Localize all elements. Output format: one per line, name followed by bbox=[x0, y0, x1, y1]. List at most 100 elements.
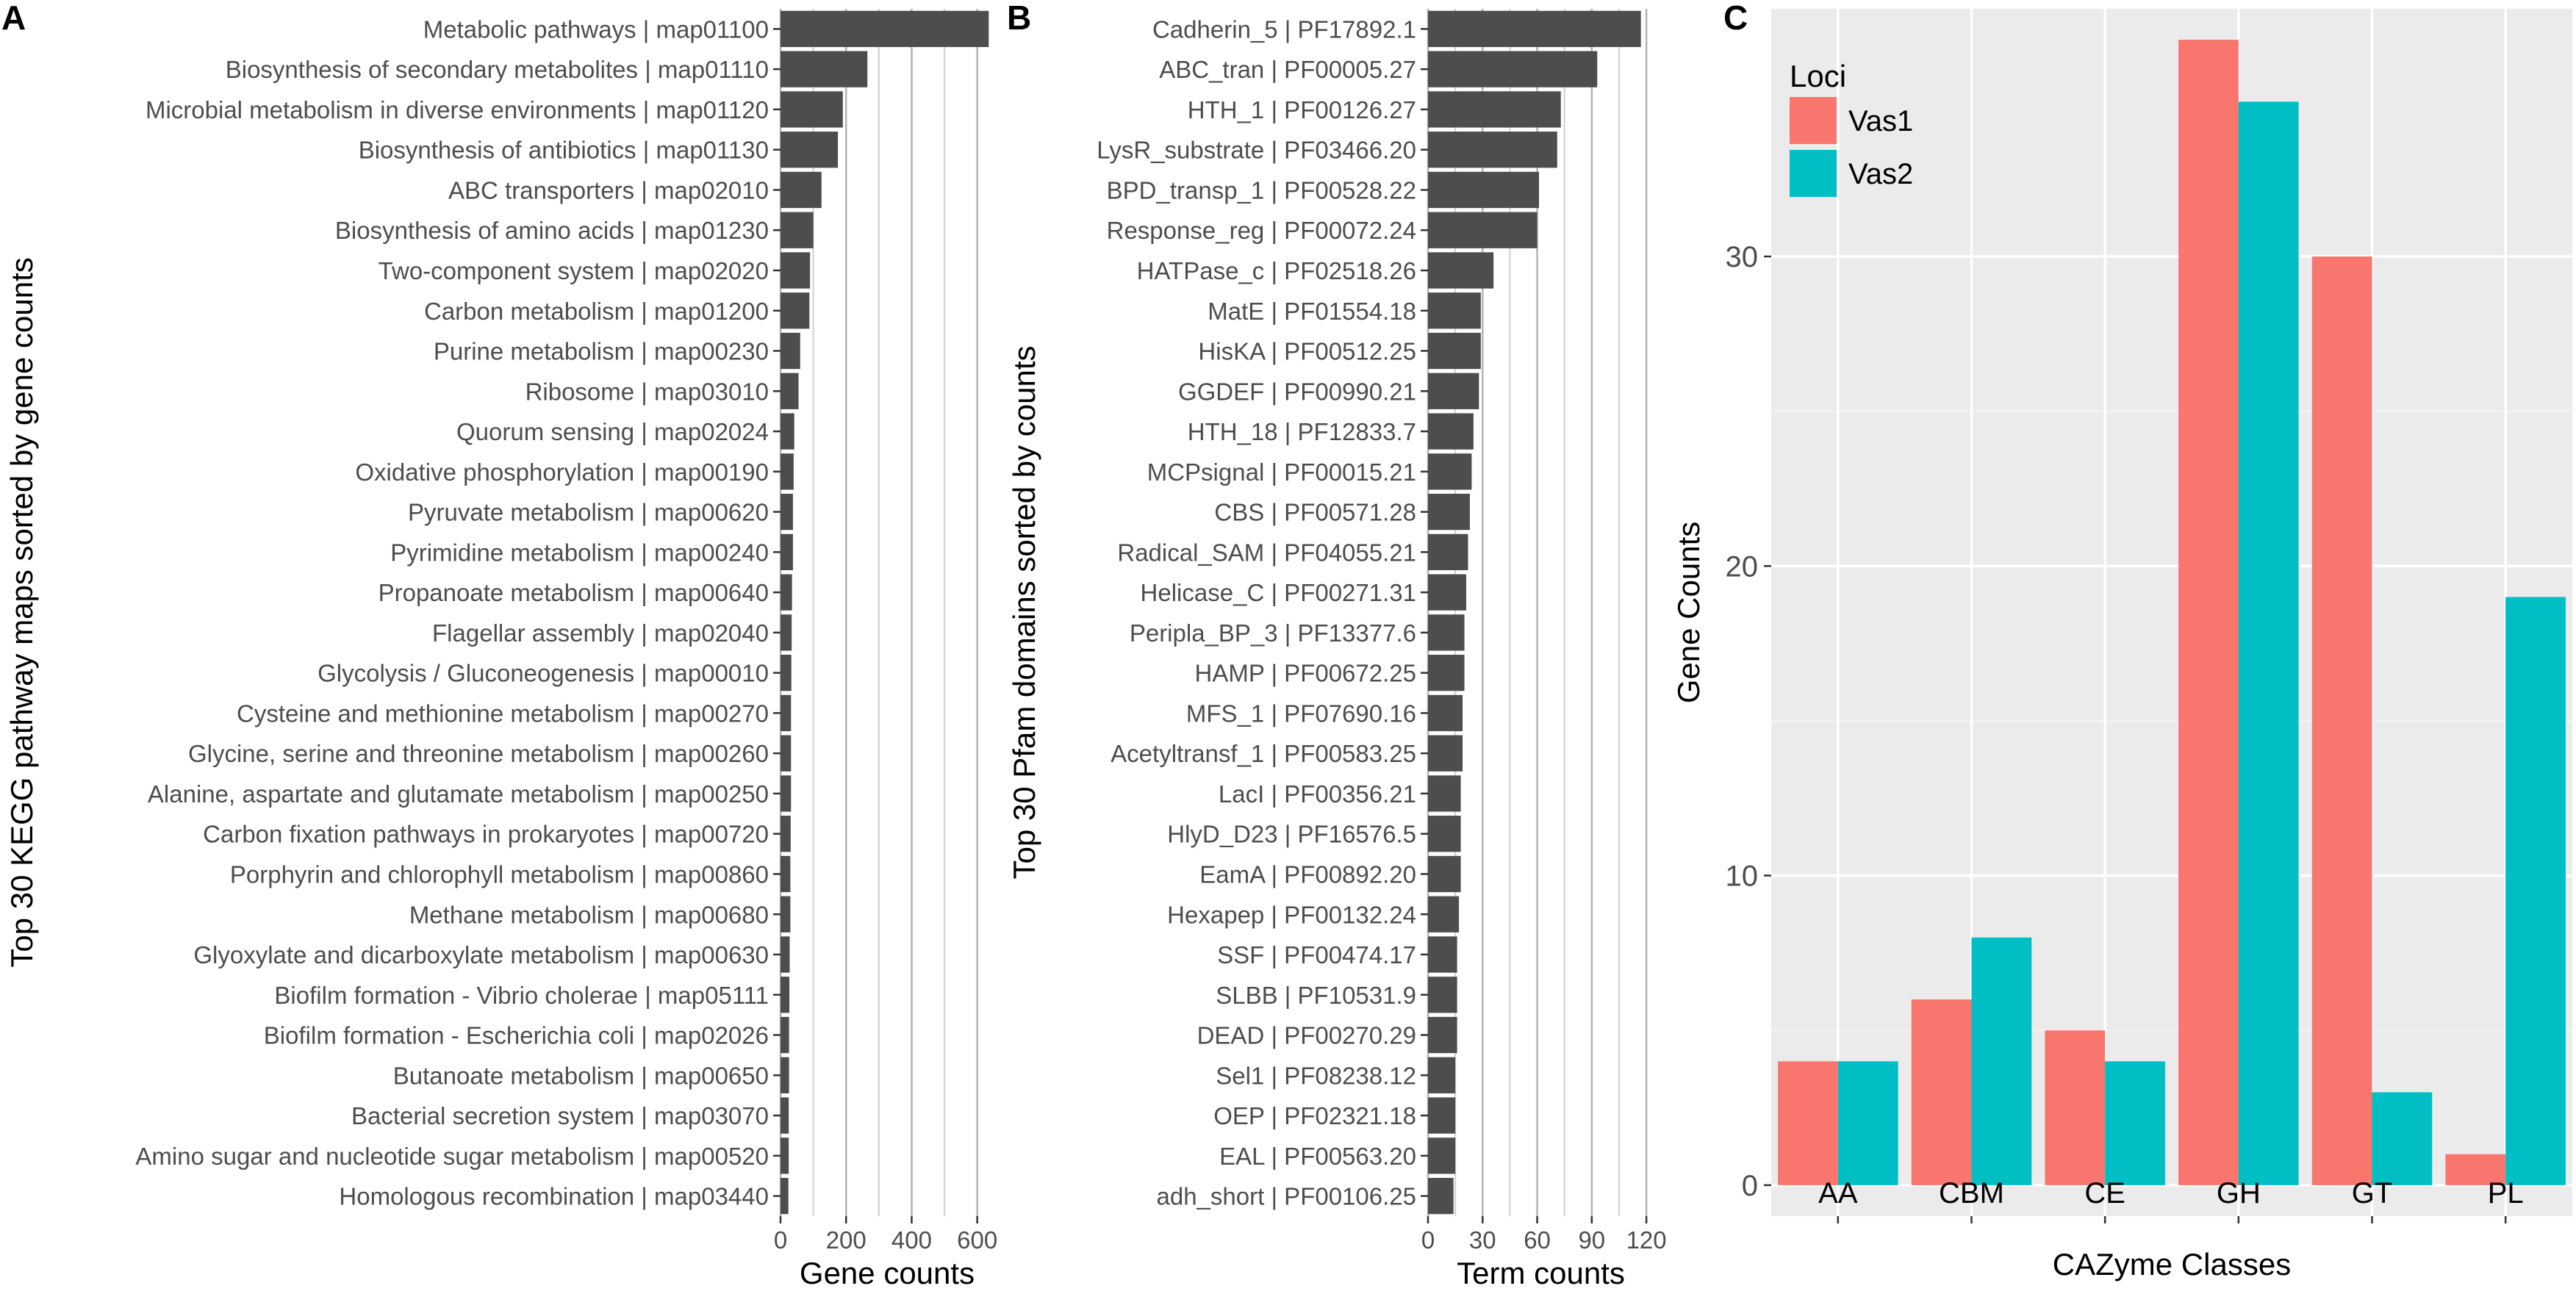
y-tick-label: 20 bbox=[1726, 550, 1759, 583]
bar bbox=[781, 574, 792, 611]
category-label: EAL | PF00563.20 bbox=[1219, 1143, 1416, 1170]
bar bbox=[781, 51, 868, 87]
bar bbox=[1428, 413, 1474, 450]
category-label: DEAD | PF00270.29 bbox=[1197, 1022, 1416, 1049]
bar bbox=[1428, 373, 1479, 409]
category-label: MCPsignal | PF00015.21 bbox=[1147, 459, 1416, 486]
bar bbox=[781, 1057, 789, 1093]
panel-b-category-labels: Cadherin_5 | PF17892.1 ABC_tran | PF00005… bbox=[1097, 15, 1428, 1210]
bar bbox=[781, 694, 792, 732]
x-tick-label: 200 bbox=[826, 1226, 867, 1254]
panel-c-bars bbox=[1778, 40, 2566, 1185]
category-label: Pyrimidine metabolism | map00240 bbox=[390, 539, 769, 566]
x-tick-label: 0 bbox=[774, 1226, 787, 1254]
category-label: Glyoxylate and dicarboxylate metabolism … bbox=[193, 941, 769, 968]
panel-c-y-axis-title: Gene Counts bbox=[1671, 522, 1706, 704]
bar bbox=[1428, 171, 1540, 209]
category-label: Peripla_BP_3 | PF13377.6 bbox=[1130, 619, 1416, 647]
bar bbox=[1428, 694, 1463, 732]
bar-vas1 bbox=[2445, 1154, 2506, 1185]
bar-vas1 bbox=[2045, 1030, 2106, 1185]
panel-a-x-ticks: 0 200 400 600 bbox=[774, 1216, 997, 1254]
y-tick-label: 30 bbox=[1726, 241, 1759, 273]
bar bbox=[1428, 1057, 1456, 1093]
bar bbox=[1428, 1016, 1457, 1054]
bar bbox=[781, 936, 790, 973]
bar bbox=[781, 816, 791, 852]
category-label: adh_short | PF00106.25 bbox=[1157, 1183, 1417, 1210]
category-label: EamA | PF00892.20 bbox=[1199, 860, 1416, 888]
category-label: SLBB | PF10531.9 bbox=[1216, 982, 1416, 1009]
bar bbox=[781, 171, 822, 209]
bar bbox=[1428, 896, 1460, 932]
bar bbox=[781, 977, 790, 1013]
category-label: Response_reg | PF00072.24 bbox=[1107, 217, 1416, 244]
x-tick-label: 90 bbox=[1578, 1226, 1605, 1254]
panel-c-y-ticks: 0 10 20 30 bbox=[1726, 241, 1771, 1202]
category-label: HTH_18 | PF12833.7 bbox=[1188, 418, 1416, 445]
bar bbox=[781, 614, 792, 651]
bar bbox=[781, 775, 792, 812]
panel-a-x-axis-title: Gene counts bbox=[800, 1256, 975, 1290]
x-tick-label: PL bbox=[2488, 1177, 2524, 1209]
bar bbox=[1428, 332, 1481, 370]
bar-vas2 bbox=[1971, 937, 2032, 1185]
category-label: Homologous recombination | map03440 bbox=[339, 1183, 769, 1210]
category-label: MFS_1 | PF07690.16 bbox=[1186, 700, 1416, 727]
bar bbox=[1428, 292, 1481, 329]
panel-b-x-ticks: 0 30 60 90 120 bbox=[1421, 1216, 1667, 1254]
legend-title: Loci bbox=[1790, 59, 1846, 93]
panel-a-bars bbox=[781, 10, 989, 1215]
bar bbox=[1428, 614, 1465, 651]
category-label: Two-component system | map02020 bbox=[378, 257, 769, 284]
panel-label-a: A bbox=[1, 0, 26, 37]
bar bbox=[781, 1137, 789, 1174]
panel-a-gridlines bbox=[779, 9, 978, 1216]
x-tick-label: 0 bbox=[1421, 1226, 1435, 1254]
category-label: LacI | PF00356.21 bbox=[1219, 780, 1416, 808]
category-label: Oxidative phosphorylation | map00190 bbox=[355, 459, 769, 486]
category-label: HAMP | PF00672.25 bbox=[1195, 660, 1416, 687]
bar bbox=[781, 1097, 789, 1134]
panel-c-x-ticks: AA CBM CE GH GT PL bbox=[1818, 1177, 2524, 1223]
category-label: Purine metabolism | map00230 bbox=[434, 338, 769, 365]
bar bbox=[1428, 252, 1494, 289]
category-label: Cadherin_5 | PF17892.1 bbox=[1152, 15, 1416, 43]
category-label: ABC_tran | PF00005.27 bbox=[1159, 56, 1416, 83]
bar bbox=[1428, 453, 1472, 490]
category-label: HisKA | PF00512.25 bbox=[1198, 338, 1416, 365]
category-label: Radical_SAM | PF04055.21 bbox=[1117, 539, 1416, 566]
bar bbox=[781, 453, 794, 490]
category-label: Flagellar assembly | map02040 bbox=[432, 619, 769, 647]
bar bbox=[781, 252, 811, 289]
category-label: Ribosome | map03010 bbox=[525, 378, 769, 405]
category-label: GGDEF | PF00990.21 bbox=[1178, 378, 1416, 405]
panel-label-c: C bbox=[1723, 0, 1748, 37]
bar bbox=[1428, 1097, 1456, 1134]
bar bbox=[781, 1177, 789, 1215]
bar bbox=[781, 533, 793, 570]
panel-b-bars bbox=[1428, 10, 1641, 1215]
bar-vas1 bbox=[2178, 40, 2239, 1185]
category-label: OEP | PF02321.18 bbox=[1213, 1102, 1416, 1129]
category-label: Cysteine and methionine metabolism | map… bbox=[237, 700, 769, 727]
x-tick-label: 30 bbox=[1469, 1226, 1496, 1254]
bar bbox=[1428, 212, 1538, 248]
legend-label-vas2: Vas2 bbox=[1848, 158, 1913, 190]
panel-c-plot-background bbox=[1771, 9, 2572, 1216]
panel-a-category-labels: Metabolic pathways | map01100 Biosynthesi… bbox=[135, 15, 781, 1210]
category-label: Bacterial secretion system | map03070 bbox=[351, 1102, 769, 1129]
legend-key-vas2 bbox=[1790, 150, 1837, 197]
category-label: Biofilm formation - Vibrio cholerae | ma… bbox=[274, 982, 769, 1009]
bar bbox=[781, 332, 800, 370]
category-label: LysR_substrate | PF03466.20 bbox=[1097, 137, 1416, 164]
category-label: HTH_1 | PF00126.27 bbox=[1188, 96, 1416, 123]
category-label: Butanoate metabolism | map00650 bbox=[393, 1062, 769, 1089]
bar bbox=[781, 655, 792, 691]
category-label: BPD_transp_1 | PF00528.22 bbox=[1107, 176, 1416, 204]
bar bbox=[1428, 735, 1463, 772]
category-label: Carbon metabolism | map01200 bbox=[424, 298, 769, 325]
panel-b-gridlines bbox=[1427, 9, 1648, 1216]
panel-label-b: B bbox=[1007, 0, 1031, 37]
